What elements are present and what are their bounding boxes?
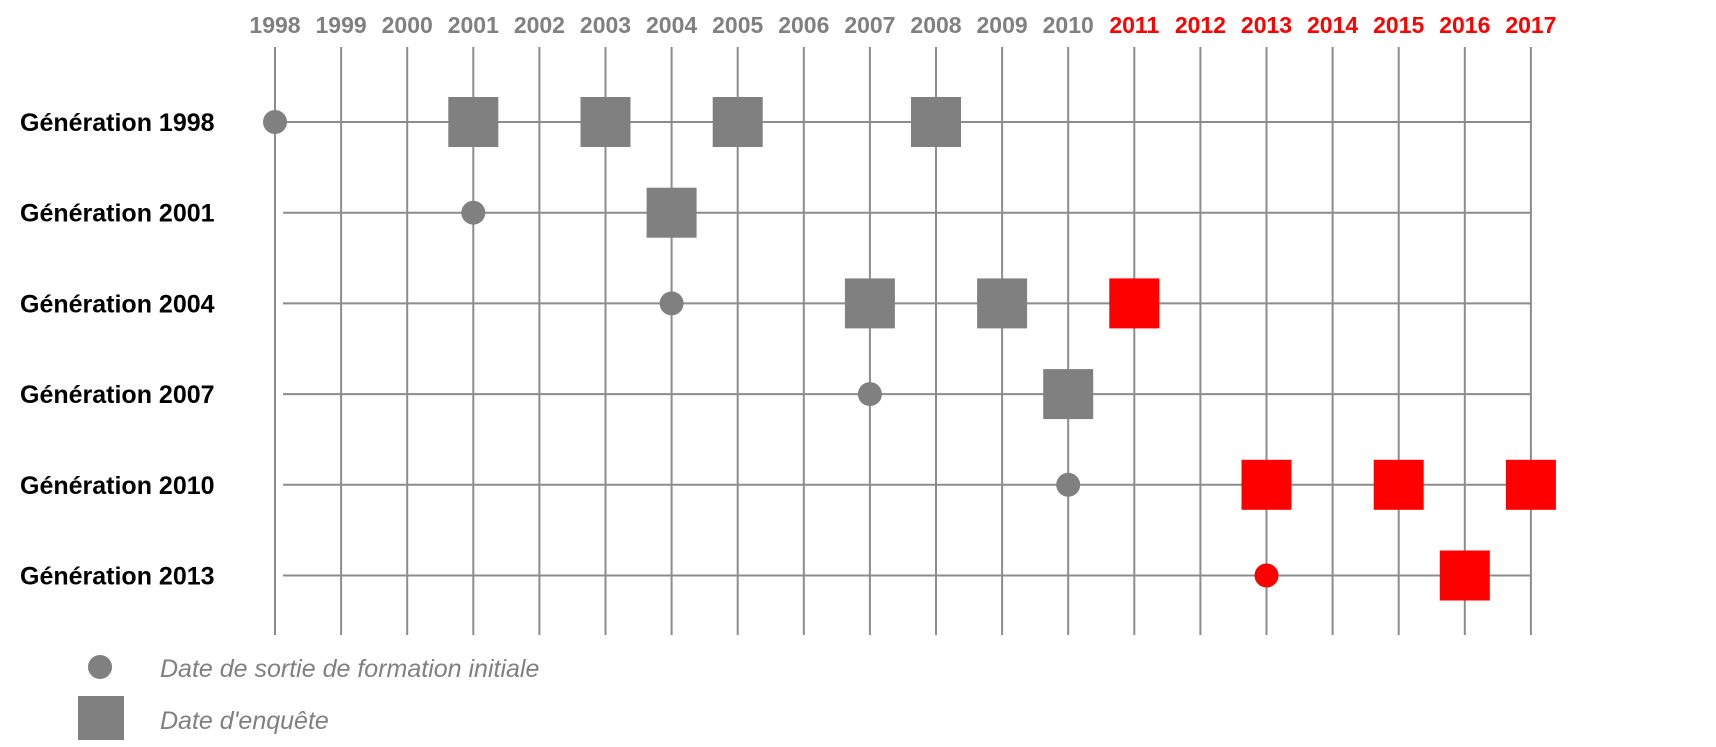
- enquete-square-marker: [646, 187, 697, 238]
- sortie-circle-marker: [659, 291, 684, 316]
- enquete-square-marker: [580, 97, 631, 147]
- enquete-square-marker: [1373, 459, 1424, 510]
- enquete-square-marker: [1043, 369, 1094, 420]
- sortie-circle-marker: [857, 382, 882, 407]
- year-label-1999: 1999: [316, 12, 367, 38]
- year-label-2017: 2017: [1505, 12, 1556, 38]
- year-label-2003: 2003: [580, 12, 631, 38]
- generation-label: Génération 2001: [20, 200, 215, 228]
- year-label-2007: 2007: [844, 12, 895, 38]
- year-label-2000: 2000: [382, 12, 433, 38]
- generation-label: Génération 2004: [20, 290, 215, 318]
- generation-label: Génération 2007: [20, 381, 215, 409]
- enquete-square-marker: [1109, 278, 1160, 329]
- legend-label: Date de sortie de formation initiale: [160, 655, 539, 683]
- year-label-2009: 2009: [977, 12, 1028, 38]
- generation-label: Génération 2013: [20, 563, 215, 591]
- year-label-2010: 2010: [1043, 12, 1094, 38]
- enquete-square-marker: [448, 97, 499, 147]
- generation-label: Génération 1998: [20, 109, 215, 137]
- year-label-2008: 2008: [910, 12, 961, 38]
- legend: Date de sortie de formation initiale Date…: [78, 655, 539, 740]
- year-label-1998: 1998: [249, 12, 300, 38]
- year-label-2002: 2002: [514, 12, 565, 38]
- generation-label: Génération 2010: [20, 472, 215, 500]
- legend-square-icon: [78, 696, 124, 740]
- enquete-square-marker: [1439, 550, 1490, 601]
- generation-labels: Génération 1998 Génération 2001 Génération…: [20, 109, 215, 591]
- year-label-2015: 2015: [1373, 12, 1424, 38]
- enquete-square-marker: [1241, 459, 1292, 510]
- legend-label: Date d'enquête: [160, 707, 329, 735]
- year-label-2005: 2005: [712, 12, 763, 38]
- sortie-circle-marker: [1254, 563, 1279, 588]
- legend-circle-icon: [88, 655, 112, 679]
- year-label-2012: 2012: [1175, 12, 1226, 38]
- year-label-2016: 2016: [1439, 12, 1490, 38]
- enquete-square-marker: [911, 97, 961, 147]
- year-label-2001: 2001: [448, 12, 499, 38]
- generation-row-lines: [283, 121, 1531, 577]
- sortie-circle-marker: [461, 200, 486, 225]
- year-label-2006: 2006: [778, 12, 829, 38]
- year-axis-labels: 1998 1999 2000 2001 2002 2003 2004 2005 2006 2007…: [249, 12, 1556, 38]
- timeline-markers: [263, 97, 1556, 601]
- sortie-circle-marker: [1056, 472, 1081, 497]
- sortie-circle-marker: [263, 110, 287, 134]
- enquete-square-marker: [977, 278, 1028, 329]
- year-label-2014: 2014: [1307, 12, 1358, 38]
- year-label-2013: 2013: [1241, 12, 1292, 38]
- year-label-2004: 2004: [646, 12, 697, 38]
- year-label-2011: 2011: [1109, 12, 1159, 38]
- enquete-square-marker: [1505, 459, 1556, 510]
- enquete-square-marker: [712, 97, 763, 147]
- enquete-square-marker: [844, 278, 895, 329]
